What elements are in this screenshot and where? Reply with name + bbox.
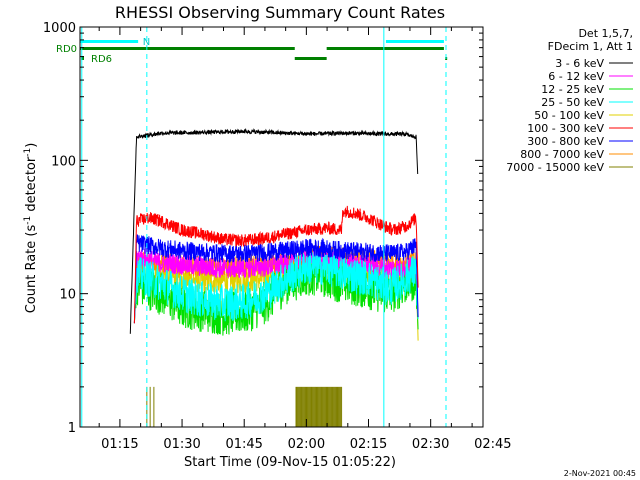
rd0-state-bar	[326, 47, 444, 50]
legend-entry-label: 12 - 25 keV	[541, 83, 604, 96]
series-line-100-300-kev	[133, 205, 419, 324]
state-bars: N RD0 RD6	[56, 37, 448, 65]
axes: 01:15 01:30 01:45 02:00 02:15 02:30 02:45 1 10 10…	[43, 21, 512, 452]
rd0-state-bar	[80, 47, 295, 50]
y-tick-label: 100	[51, 154, 76, 169]
series-line-3-6-kev	[129, 127, 419, 334]
x-tick-label: 01:15	[101, 437, 138, 452]
series-line-25-50-kev	[133, 248, 419, 324]
legend-entry-label: 3 - 6 keV	[555, 57, 604, 70]
y-axis-label-mid: detector	[24, 156, 39, 216]
x-tick-label: 01:30	[163, 437, 200, 452]
y-axis-label-sup-2: -1	[23, 148, 33, 157]
x-tick-label: 02:00	[288, 437, 325, 452]
n-label: N	[143, 37, 150, 48]
x-axis-label: Start Time (09-Nov-15 01:05:22)	[184, 455, 396, 470]
legend-entry-label: 50 - 100 keV	[534, 109, 604, 122]
legend-entry-label: 7000 - 15000 keV	[506, 161, 604, 174]
rd0-label: RD0	[56, 44, 77, 55]
y-axis-label-prefix: Count Rate (s	[24, 225, 39, 314]
x-tick-label: 01:45	[225, 437, 262, 452]
legend-entry-label: 800 - 7000 keV	[520, 148, 604, 161]
timestamp: 2-Nov-2021 00:45	[564, 469, 636, 478]
rd6-state-bar	[294, 57, 327, 60]
legend-entry-label: 100 - 300 keV	[527, 122, 604, 135]
cyan-state-bar	[80, 40, 139, 43]
y-tick-label: 1	[68, 421, 76, 436]
vertical-markers	[81, 27, 447, 427]
series-line-300-800-kev	[133, 234, 419, 324]
y-tick-label: 10	[59, 288, 76, 303]
rd6-label: RD6	[91, 54, 112, 65]
legend-entry-label: 300 - 800 keV	[527, 135, 604, 148]
legend-entry-label: 6 - 12 keV	[548, 70, 604, 83]
x-tick-label: 02:30	[412, 437, 449, 452]
legend-header-line-2: FDecim 1, Att 1	[548, 40, 633, 53]
rd6-start-mark	[81, 56, 84, 60]
series-spikes-7000-15000-kev	[146, 386, 343, 427]
y-axis-label: Count Rate (s-1 detector-1)	[23, 143, 39, 314]
legend-entry-label: 25 - 50 keV	[541, 96, 604, 109]
y-tick-label: 1000	[43, 21, 76, 36]
cyan-state-bar	[385, 40, 444, 43]
x-tick-label: 02:15	[350, 437, 387, 452]
y-axis-label-sup-1: -1	[23, 216, 33, 225]
legend-header-line-1: Det 1,5,7,	[578, 27, 633, 40]
x-tick-label: 02:45	[474, 437, 511, 452]
series-group	[129, 127, 419, 427]
y-axis-label-suffix: )	[24, 143, 39, 148]
chart-title: RHESSI Observing Summary Count Rates	[115, 3, 445, 22]
plot-frame	[79, 26, 484, 428]
